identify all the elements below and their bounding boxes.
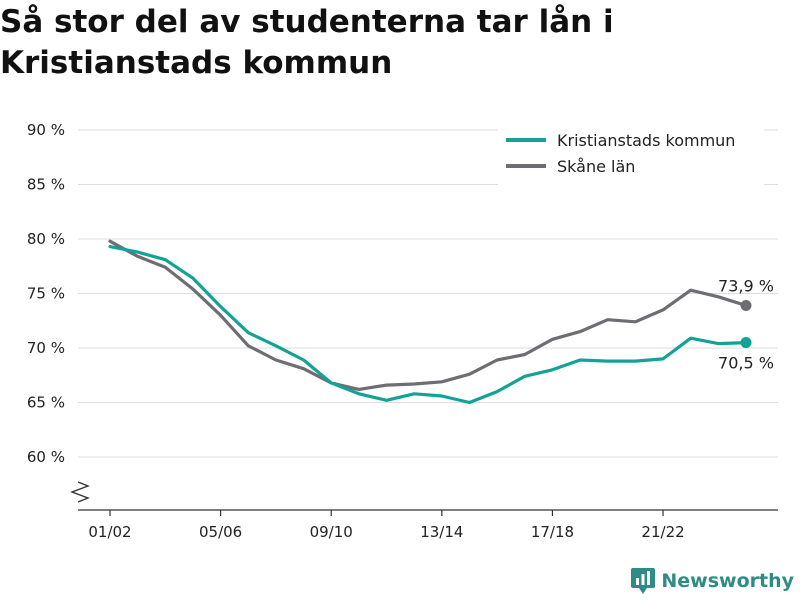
y-tick-label: 65 % <box>27 394 65 412</box>
axis-break-mark <box>70 481 90 503</box>
legend: Kristianstads kommun Skåne län <box>498 124 764 186</box>
x-tick-label: 21/22 <box>641 523 684 541</box>
x-tick-label: 09/10 <box>310 523 353 541</box>
end-label-kristianstad: 70,5 % <box>718 354 774 373</box>
y-tick-label: 90 % <box>27 121 65 139</box>
legend-label-skane: Skåne län <box>557 157 635 176</box>
legend-label-kristianstad: Kristianstads kommun <box>557 131 735 150</box>
y-tick-label: 85 % <box>27 176 65 194</box>
end-label-skane: 73,9 % <box>718 276 774 295</box>
y-tick-label: 70 % <box>27 339 65 357</box>
series-line-kristianstad <box>108 245 748 405</box>
series-line-skane <box>108 239 748 391</box>
y-tick-label: 75 % <box>27 285 65 303</box>
x-tick-label: 13/14 <box>420 523 463 541</box>
brand-name: Newsworthy <box>661 570 794 592</box>
y-tick-label: 80 % <box>27 230 65 248</box>
series-lines: 70,5 % 73,9 % <box>108 239 774 405</box>
x-tick-label: 01/02 <box>88 523 131 541</box>
end-marker-kristianstad <box>740 337 752 349</box>
x-tick-label: 05/06 <box>199 523 242 541</box>
newsworthy-logo-icon <box>631 568 656 594</box>
y-tick-label: 60 % <box>27 448 65 466</box>
x-tick-label: 17/18 <box>531 523 574 541</box>
legend-background <box>498 124 764 186</box>
chart-title: Så stor del av studenterna tar lån i Kri… <box>0 4 614 81</box>
end-marker-skane <box>740 299 752 311</box>
axes: 60 % 65 % 70 % 75 % 80 % 85 % 90 % 01/02 05/06 09… <box>27 121 778 541</box>
brand-logo: Newsworthy <box>631 568 794 594</box>
